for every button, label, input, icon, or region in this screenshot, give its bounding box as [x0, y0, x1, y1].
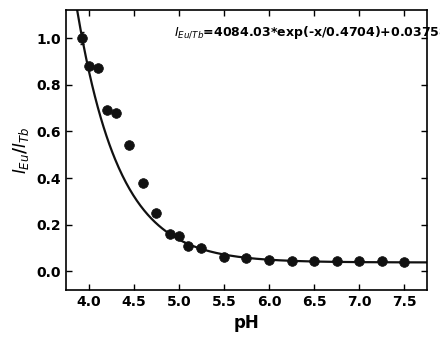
Point [153, 210, 160, 216]
Point [103, 108, 110, 113]
Point [265, 257, 272, 262]
Point [243, 256, 250, 261]
Point [85, 63, 92, 69]
Text: $I_{Eu/Tb}$=4084.03*exp(-x/0.4704)+0.03758: $I_{Eu/Tb}$=4084.03*exp(-x/0.4704)+0.037… [174, 24, 440, 41]
Point [333, 259, 340, 264]
Point [378, 259, 385, 264]
X-axis label: pH: pH [234, 314, 259, 332]
Point [311, 258, 318, 264]
Point [401, 259, 408, 265]
Point [139, 180, 146, 186]
Point [356, 258, 363, 264]
Point [79, 35, 86, 41]
Point [198, 245, 205, 251]
Point [126, 143, 133, 148]
Point [166, 231, 173, 237]
Point [175, 234, 182, 239]
Point [184, 243, 191, 248]
Point [220, 254, 227, 260]
Point [112, 110, 119, 116]
Point [94, 66, 101, 71]
Point [288, 258, 295, 264]
Y-axis label: $I_{Eu}$/$I_{Tb}$: $I_{Eu}$/$I_{Tb}$ [11, 127, 31, 174]
